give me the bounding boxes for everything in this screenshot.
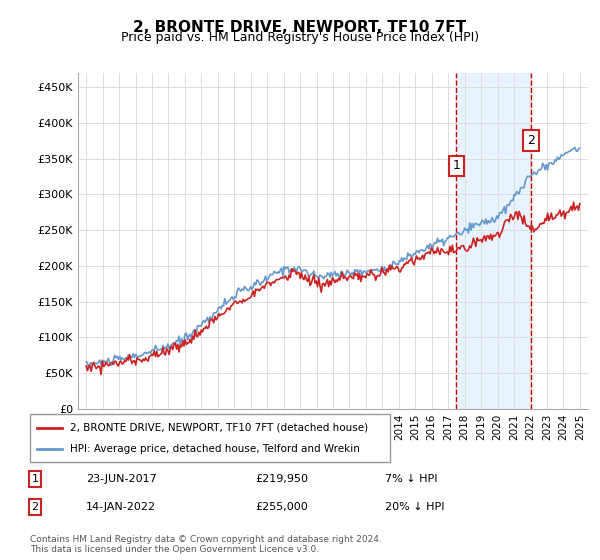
Text: 1: 1 xyxy=(31,474,38,484)
Text: 7% ↓ HPI: 7% ↓ HPI xyxy=(385,474,437,484)
Text: 2, BRONTE DRIVE, NEWPORT, TF10 7FT (detached house): 2, BRONTE DRIVE, NEWPORT, TF10 7FT (deta… xyxy=(70,423,368,433)
Text: Price paid vs. HM Land Registry's House Price Index (HPI): Price paid vs. HM Land Registry's House … xyxy=(121,31,479,44)
Text: £219,950: £219,950 xyxy=(255,474,308,484)
Text: Contains HM Land Registry data © Crown copyright and database right 2024.
This d: Contains HM Land Registry data © Crown c… xyxy=(30,535,382,554)
Text: 20% ↓ HPI: 20% ↓ HPI xyxy=(385,502,444,512)
Text: 14-JAN-2022: 14-JAN-2022 xyxy=(86,502,156,512)
Text: £255,000: £255,000 xyxy=(255,502,308,512)
FancyBboxPatch shape xyxy=(30,414,390,462)
Text: 2: 2 xyxy=(31,502,38,512)
Text: HPI: Average price, detached house, Telford and Wrekin: HPI: Average price, detached house, Telf… xyxy=(70,444,359,454)
Text: 2, BRONTE DRIVE, NEWPORT, TF10 7FT: 2, BRONTE DRIVE, NEWPORT, TF10 7FT xyxy=(133,20,467,35)
Text: 1: 1 xyxy=(452,159,460,172)
Text: 23-JUN-2017: 23-JUN-2017 xyxy=(86,474,157,484)
Text: 2: 2 xyxy=(527,134,535,147)
Bar xyxy=(457,73,531,409)
